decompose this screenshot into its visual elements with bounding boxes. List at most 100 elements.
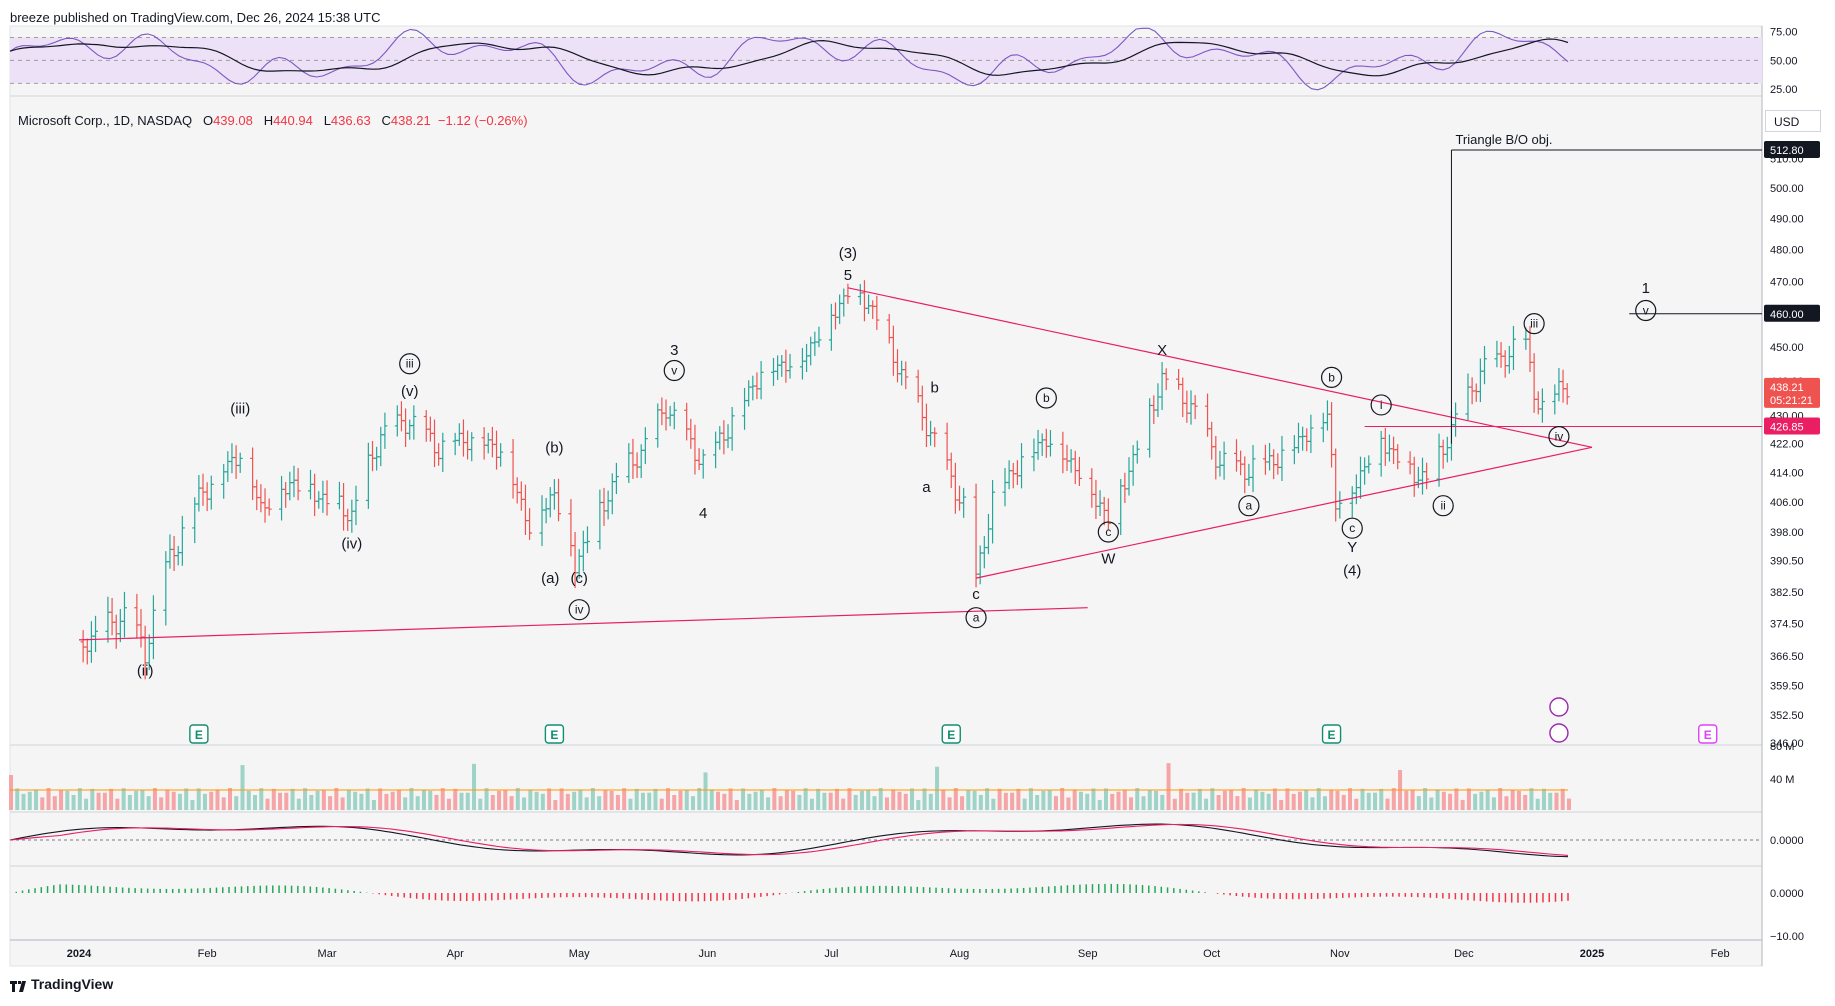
volume-bar	[1091, 788, 1096, 810]
ohlc-bar	[1163, 368, 1169, 391]
volume-bar	[1110, 793, 1115, 810]
volume-bar	[84, 798, 89, 810]
volume-bar	[328, 796, 333, 810]
volume-bar	[847, 788, 852, 810]
volume-bar	[1373, 792, 1378, 810]
wave-circle	[663, 359, 685, 382]
volume-bar	[985, 788, 990, 810]
ohlc-bar	[874, 295, 880, 330]
volume-bar	[371, 799, 376, 810]
volume-bar	[1047, 790, 1052, 810]
ohlc-bar	[1047, 430, 1053, 457]
volume-bar	[647, 792, 652, 810]
time-axis-label: Oct	[1203, 948, 1220, 960]
wave-label: 5	[844, 267, 852, 284]
volume-bar	[140, 790, 145, 810]
volume-bar	[603, 790, 608, 810]
volume-bar	[365, 788, 370, 810]
ohlc-bar	[845, 283, 851, 304]
earnings-marker-icon	[544, 724, 565, 744]
wave-circle	[1035, 387, 1057, 409]
ohlc-bar	[932, 427, 938, 448]
volume-bar	[1222, 790, 1227, 810]
volume-bar	[340, 797, 345, 810]
volume-bar	[453, 788, 458, 810]
time-axis-label: Mar	[318, 948, 337, 960]
rsi-ma-line	[9, 38, 1569, 77]
wave-circle	[1635, 299, 1657, 322]
chart-background	[9, 25, 1763, 967]
ohlc-bar	[295, 468, 301, 501]
volume-bar	[1435, 789, 1440, 810]
volume-bar	[1247, 797, 1252, 810]
volume-bar	[1498, 788, 1503, 810]
ohlc-bar	[903, 361, 909, 390]
volume-bar	[784, 790, 789, 810]
annotation-label: Triangle B/O obj.	[1455, 132, 1552, 147]
triangle-lower-line	[975, 446, 1593, 579]
price-axis-label-box	[1764, 141, 1820, 158]
volume-bar	[152, 788, 157, 810]
volume-bar	[759, 789, 764, 810]
volume-bar	[202, 793, 207, 810]
volume-bar	[1404, 790, 1409, 810]
volume-bar	[540, 793, 545, 810]
volume-bar	[284, 792, 289, 810]
volume-bar	[1022, 798, 1027, 810]
volume-bar	[634, 788, 639, 810]
currency-selector[interactable]: USD	[1765, 110, 1821, 132]
time-axis-label: 2024	[67, 948, 92, 960]
volume-bar	[1348, 788, 1353, 810]
volume-bar	[1410, 790, 1415, 810]
volume-bar	[1479, 791, 1484, 810]
volume-bar	[922, 788, 927, 810]
wave-label: c	[1349, 521, 1355, 535]
volume-bar	[1129, 797, 1134, 810]
volume-bar	[884, 797, 889, 810]
volume-bars	[9, 763, 1571, 810]
volume-bar	[935, 766, 940, 810]
wave-label: c	[972, 586, 980, 603]
ohlc-bar	[1337, 491, 1343, 519]
volume-bar	[978, 794, 983, 810]
low-value: 436.63	[330, 113, 371, 128]
volume-bar	[446, 798, 451, 810]
wave-circle	[1523, 313, 1545, 335]
volume-bar	[1103, 788, 1108, 810]
wave-label: iv	[575, 603, 584, 617]
volume-bar	[797, 794, 802, 810]
volume-bar	[872, 796, 877, 810]
volume-bar	[440, 788, 445, 810]
ohlc-bar	[1279, 435, 1285, 481]
ohlc-bar	[584, 526, 590, 554]
earnings-marker-label: E	[1704, 728, 1712, 742]
open-value: 439.08	[213, 113, 253, 128]
wave-label: W	[1101, 551, 1116, 568]
wave-circle	[1432, 495, 1454, 517]
wave-label: (iii)	[230, 400, 250, 417]
volume-bar	[1172, 798, 1177, 810]
volume-bar	[1485, 789, 1490, 810]
wave-circle	[1097, 521, 1119, 543]
wave-label: (iv)	[341, 535, 362, 552]
price-axis-label: 512.80	[1770, 145, 1804, 157]
volume-bar	[728, 788, 733, 810]
volume-bar	[672, 794, 677, 810]
volume-bar	[678, 790, 683, 810]
volume-bar	[722, 793, 727, 810]
ohlc-bars	[80, 280, 1570, 680]
price-tick-label: 450.00	[1770, 342, 1804, 354]
macd-histogram	[15, 883, 1569, 903]
volume-bar	[234, 796, 239, 810]
ohlc-bar	[700, 449, 706, 479]
volume-bar	[772, 788, 777, 810]
volume-bar	[597, 796, 602, 810]
ohlc-bar	[237, 452, 243, 473]
price-tick-label: 470.00	[1770, 276, 1804, 288]
volume-bar	[709, 789, 714, 810]
volume-bar	[309, 794, 314, 810]
volume-bar	[791, 790, 796, 810]
volume-bar	[1060, 788, 1065, 810]
volume-bar	[1329, 790, 1334, 810]
